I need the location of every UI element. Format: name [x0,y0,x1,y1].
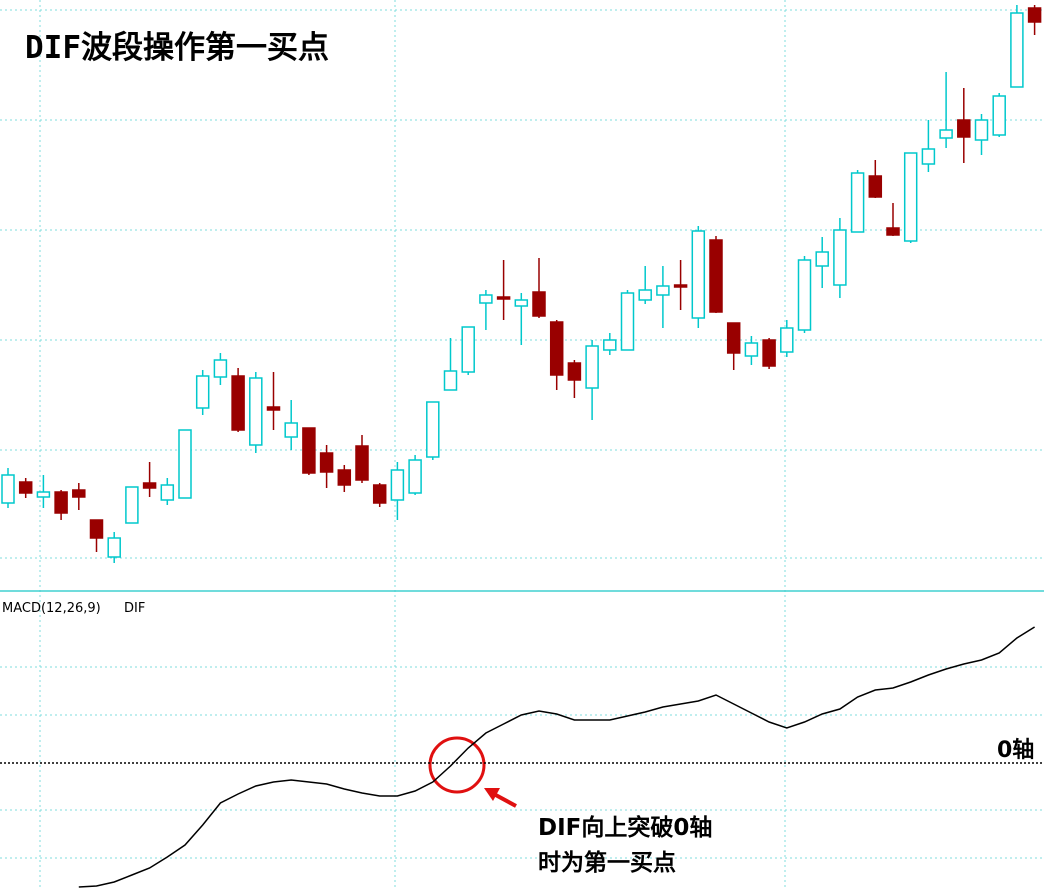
candle-body [390,469,405,501]
candle-body [89,519,104,539]
candle-body [974,119,989,141]
candle-body [620,292,635,351]
candle-body [797,259,812,331]
candle-body [709,239,723,313]
candle-body [443,370,458,391]
reference-label: 0轴 [997,737,1034,763]
candle-body [744,342,759,357]
candle-body [886,227,900,236]
candle-body [72,489,86,498]
candle-body [54,491,68,514]
candle-body [939,129,953,139]
candle-body [585,345,599,389]
arrow [484,788,517,808]
candle-body [372,484,387,504]
candle-body [284,422,298,438]
candle-body [567,362,582,381]
candle-body [903,152,918,242]
candle-body [479,294,493,304]
candle-body [656,285,670,296]
annotation: 时为第一买点 [538,849,676,876]
panel-title: MACD(12,26,9) [2,601,101,616]
candle-body [160,484,175,501]
candle-body [107,537,121,558]
candle-body [691,230,706,319]
candle-body [319,452,334,473]
annotation: DIF向上突破0轴 [538,814,712,841]
candle-body [603,339,617,351]
candle-body [762,339,776,367]
dif-line [78,626,1035,888]
candle-body [461,326,475,373]
candle-body [815,251,829,267]
candle-body [780,327,794,353]
candle-body [213,359,228,378]
candle-body [992,95,1006,136]
candle-body [408,459,422,494]
candle-body [266,406,281,411]
candle-body [1,474,15,504]
candle-body [726,322,741,354]
chart-title: DIF波段操作第一买点 [25,30,329,66]
candle-body [249,377,263,446]
candle-body [18,481,33,494]
candle-body [868,175,883,198]
candle-body [355,445,369,481]
candle-body [833,229,847,286]
candle-body [36,491,51,498]
arrow-head [484,788,500,801]
candle-body [496,296,511,300]
candle-body [337,469,352,486]
legend-entry: DIF [124,601,145,616]
candle-body [673,284,688,288]
candle-body [549,321,564,376]
candle-body [1027,7,1042,23]
candle-body [638,289,652,301]
candle-body [125,486,139,524]
candle-body [514,299,529,307]
candle-body [850,172,865,233]
candle-body [231,375,245,431]
candle-body [532,291,546,317]
candle-body [426,401,440,458]
candle-body [302,427,316,474]
candle-body [195,375,210,409]
candle-body [921,148,936,165]
candle-body [957,119,971,138]
candle-body [178,429,192,499]
candle-body [1010,12,1024,88]
candle-body [142,482,157,489]
highlight-circle [428,736,486,794]
